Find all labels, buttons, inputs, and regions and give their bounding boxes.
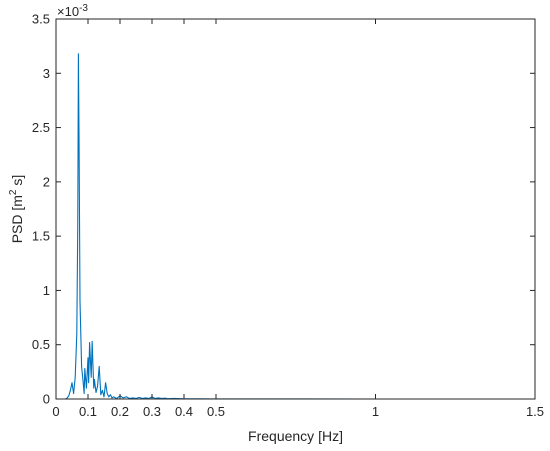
y-axis-multiplier: ×10-3	[57, 3, 88, 19]
plot-area	[56, 19, 535, 399]
y-axis: 0 0.5 1 1.5 2 2.5 3 3.5	[32, 12, 535, 407]
y-tick-label: 2	[43, 174, 50, 189]
x-tick-label: 0.2	[111, 404, 129, 419]
y-tick-label: 1.5	[32, 229, 50, 244]
x-axis: 0 0.1 0.2 0.3 0.4 0.5 1 1.5	[52, 19, 544, 419]
series-line-0	[56, 53, 536, 400]
x-tick-label: 1	[372, 404, 379, 419]
y-tick-label: 3.5	[32, 12, 50, 27]
y-tick-label: 2.5	[32, 120, 50, 135]
y-tick-label: 0	[43, 392, 50, 407]
y-axis-multiplier-base: ×10	[57, 4, 79, 19]
y-tick-label: 3	[43, 66, 50, 81]
y-axis-label-end: s]	[9, 175, 25, 190]
x-tick-label: 1.5	[526, 404, 544, 419]
y-tick-label: 1	[43, 283, 50, 298]
x-tick-label: 0.3	[143, 404, 161, 419]
series-layer	[56, 53, 536, 400]
x-tick-label: 0.5	[207, 404, 225, 419]
x-axis-label: Frequency [Hz]	[248, 428, 343, 444]
y-axis-label-main: PSD [m	[9, 195, 25, 243]
x-tick-label: 0.1	[79, 404, 97, 419]
y-axis-label-superscript: 2	[8, 189, 19, 195]
plot-frame	[55, 18, 536, 400]
y-axis-label: PSD [m2 s]	[8, 175, 25, 244]
y-axis-multiplier-exponent: -3	[79, 3, 88, 14]
x-tick-label: 0	[52, 404, 59, 419]
x-tick-label: 0.4	[175, 404, 193, 419]
y-tick-label: 0.5	[32, 337, 50, 352]
